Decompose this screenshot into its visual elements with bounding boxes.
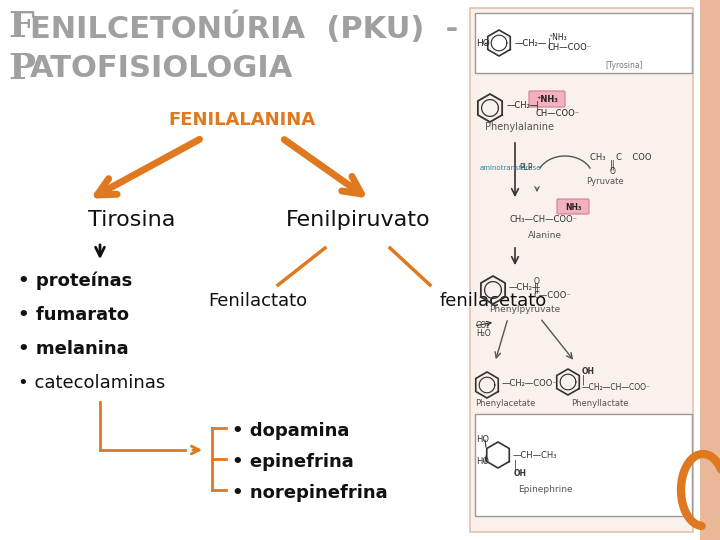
Text: NH₃: NH₃ bbox=[564, 202, 581, 212]
Text: ⁺NH₃: ⁺NH₃ bbox=[536, 94, 558, 104]
Text: |: | bbox=[548, 38, 552, 48]
Text: O: O bbox=[534, 278, 540, 287]
Text: FENILALANINA: FENILALANINA bbox=[168, 111, 315, 129]
Text: F: F bbox=[8, 10, 34, 44]
Text: Phenyllactate: Phenyllactate bbox=[571, 399, 629, 408]
Text: CH—COO⁻: CH—COO⁻ bbox=[536, 109, 580, 118]
Text: CH₃—CH—COO⁻: CH₃—CH—COO⁻ bbox=[510, 215, 578, 225]
Text: H₂O: H₂O bbox=[476, 329, 491, 339]
Text: Phenylalanine: Phenylalanine bbox=[485, 122, 554, 132]
FancyBboxPatch shape bbox=[557, 199, 589, 214]
Text: HO: HO bbox=[476, 38, 490, 48]
Text: CH₃    C    COO: CH₃ C COO bbox=[590, 153, 652, 163]
Text: |: | bbox=[514, 460, 517, 470]
Text: [Tyrosina]: [Tyrosina] bbox=[606, 60, 643, 70]
Text: —CH₂—: —CH₂— bbox=[507, 102, 539, 111]
Text: • melanina: • melanina bbox=[18, 340, 129, 358]
Text: C—COO⁻: C—COO⁻ bbox=[534, 291, 572, 300]
Text: Tirosina: Tirosina bbox=[88, 210, 176, 230]
Text: |: | bbox=[582, 375, 585, 385]
Text: PLP: PLP bbox=[519, 164, 533, 172]
Text: OH: OH bbox=[582, 368, 595, 376]
Bar bbox=[700, 0, 720, 540]
Text: —CH—CH₃: —CH—CH₃ bbox=[513, 450, 557, 460]
Text: aminotransferase: aminotransferase bbox=[480, 165, 541, 171]
Text: ENILCETONÚRIA  (PKU)  -: ENILCETONÚRIA (PKU) - bbox=[30, 12, 458, 44]
Text: —CH₂—: —CH₂— bbox=[515, 38, 547, 48]
Text: |: | bbox=[536, 101, 539, 111]
FancyBboxPatch shape bbox=[470, 8, 693, 532]
Text: ‖: ‖ bbox=[610, 160, 615, 170]
Text: • epinefrina: • epinefrina bbox=[232, 453, 354, 471]
Text: • dopamina: • dopamina bbox=[232, 422, 349, 440]
Text: ‖: ‖ bbox=[534, 283, 539, 293]
Text: ATOFISIOLOGIA: ATOFISIOLOGIA bbox=[30, 54, 293, 83]
Text: • catecolaminas: • catecolaminas bbox=[18, 374, 166, 392]
Text: —CH₂—: —CH₂— bbox=[509, 284, 541, 293]
Text: • proteínas: • proteínas bbox=[18, 272, 132, 291]
Text: —CH₂—COO⁻: —CH₂—COO⁻ bbox=[502, 380, 558, 388]
FancyBboxPatch shape bbox=[475, 414, 692, 516]
Text: • fumarato: • fumarato bbox=[18, 306, 129, 324]
Text: Fenilactato: Fenilactato bbox=[208, 292, 307, 310]
Text: Phenylpyruvate: Phenylpyruvate bbox=[490, 306, 561, 314]
Text: ⁺NH₃: ⁺NH₃ bbox=[548, 32, 567, 42]
Text: Fenilpiruvato: Fenilpiruvato bbox=[286, 210, 431, 230]
Text: P: P bbox=[8, 52, 35, 86]
Text: • norepinefrina: • norepinefrina bbox=[232, 484, 387, 502]
Text: Phenylacetate: Phenylacetate bbox=[474, 399, 535, 408]
Text: Pyruvate: Pyruvate bbox=[586, 178, 624, 186]
FancyBboxPatch shape bbox=[529, 91, 565, 107]
Text: O: O bbox=[610, 167, 616, 177]
Text: Epinephrine: Epinephrine bbox=[518, 485, 572, 495]
Text: OH: OH bbox=[514, 469, 527, 477]
Text: CH—COO⁻: CH—COO⁻ bbox=[548, 44, 592, 52]
Text: HO: HO bbox=[476, 435, 489, 444]
Text: Alanine: Alanine bbox=[528, 231, 562, 240]
FancyBboxPatch shape bbox=[475, 13, 692, 73]
Text: CO₂: CO₂ bbox=[476, 321, 490, 329]
Text: fenilacetato: fenilacetato bbox=[440, 292, 547, 310]
Text: —CH₂—CH—COO⁻: —CH₂—CH—COO⁻ bbox=[582, 382, 651, 392]
Text: HO: HO bbox=[476, 457, 489, 467]
